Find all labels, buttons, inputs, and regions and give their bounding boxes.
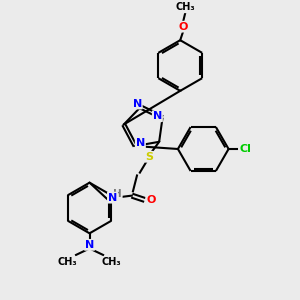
Text: S: S — [145, 152, 153, 162]
Text: N: N — [133, 98, 142, 109]
Text: N: N — [153, 111, 162, 121]
Text: N: N — [108, 193, 117, 202]
Text: H: H — [113, 189, 122, 199]
Text: CH₃: CH₃ — [176, 2, 195, 12]
Text: O: O — [146, 195, 156, 205]
Text: O: O — [178, 22, 188, 32]
Text: N: N — [85, 240, 94, 250]
Text: N: N — [136, 138, 145, 148]
Text: CH₃: CH₃ — [102, 257, 122, 267]
Text: CH₃: CH₃ — [58, 257, 77, 267]
Text: Cl: Cl — [239, 144, 251, 154]
